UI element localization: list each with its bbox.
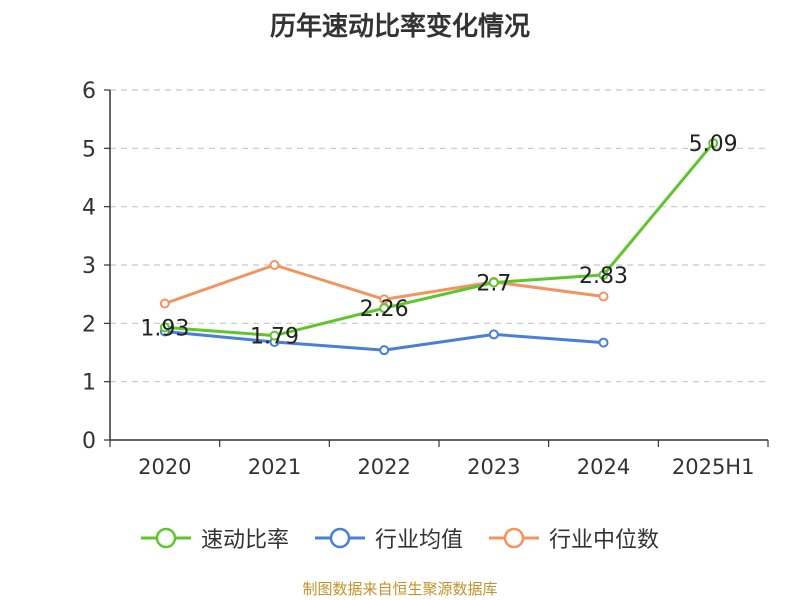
y-tick-label: 5 xyxy=(82,137,96,162)
data-point xyxy=(159,322,170,333)
series-layer xyxy=(159,138,719,356)
y-tick-label: 2 xyxy=(82,312,96,337)
data-point xyxy=(379,345,390,356)
data-point xyxy=(598,291,609,302)
data-point xyxy=(708,138,719,149)
x-tick-label: 2020 xyxy=(138,455,191,479)
data-label: 2.83 xyxy=(579,264,628,289)
data-label: 5.09 xyxy=(689,132,738,157)
y-tick-label: 3 xyxy=(82,254,96,279)
y-tick-label: 6 xyxy=(82,79,96,104)
data-point xyxy=(598,337,609,348)
source-note: 制图数据来自恒生聚源数据库 xyxy=(302,580,498,598)
data-point xyxy=(379,303,390,314)
data-point xyxy=(269,330,280,341)
grid-lines xyxy=(110,89,768,383)
legend-label: 速动比率 xyxy=(200,528,289,553)
legend-swatch-icon xyxy=(489,527,539,549)
y-tick-label: 0 xyxy=(82,429,96,454)
data-point xyxy=(488,329,499,340)
legend-item[interactable]: 行业中位数 xyxy=(489,522,659,554)
data-point xyxy=(598,269,609,280)
data-label: 1.79 xyxy=(250,325,299,350)
legend-label: 行业中位数 xyxy=(549,528,660,553)
x-tick-label: 2023 xyxy=(467,455,520,479)
data-point xyxy=(159,298,170,309)
x-tick-label: 2021 xyxy=(248,455,301,479)
x-tick-label: 2024 xyxy=(577,455,630,479)
legend: 速动比率 行业均值 行业中位数 xyxy=(0,518,800,558)
data-label: 2.7 xyxy=(476,272,511,297)
data-point xyxy=(269,260,280,270)
legend-swatch-icon xyxy=(314,527,365,549)
x-tick-label: 2022 xyxy=(357,455,410,479)
y-tick-label: 1 xyxy=(82,371,96,396)
legend-item[interactable]: 行业均值 xyxy=(314,522,463,554)
chart-title: 历年速动比率变化情况 xyxy=(269,12,530,42)
x-tick-label: 2025H1 xyxy=(672,455,755,479)
axes: 0 1 2 3 4 5 6 2020 2021 2022 2023 2024 2025H1 xyxy=(82,79,769,479)
legend-label: 行业均值 xyxy=(374,528,463,553)
y-tick-label: 4 xyxy=(82,196,96,221)
legend-swatch-icon xyxy=(140,527,191,549)
data-labels: 1.93 1.79 2.26 2.7 2.83 5.09 xyxy=(140,132,737,350)
series-line xyxy=(164,142,715,338)
legend-item[interactable]: 速动比率 xyxy=(140,522,289,554)
data-label: 2.26 xyxy=(360,297,409,322)
data-label: 1.93 xyxy=(140,316,189,341)
data-point xyxy=(488,277,499,288)
